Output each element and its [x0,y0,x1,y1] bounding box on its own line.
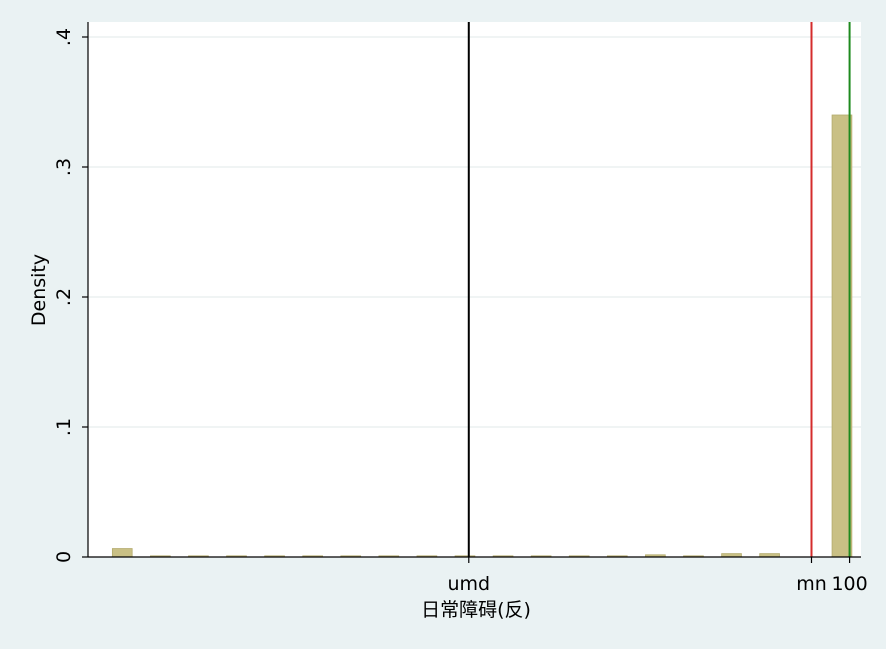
x-tick-label-0: umd [447,573,490,595]
x-tick-label-1: mn [796,573,827,595]
x-axis-title: 日常障碍(反) [421,599,531,621]
plot-area [88,22,861,557]
y-tick-label-1: .1 [53,418,75,436]
y-tick-label-0: 0 [53,551,75,563]
x-tick-label-2: 100 [831,573,867,595]
histogram-bar-0 [111,548,133,558]
y-tick-label-3: .3 [53,158,75,176]
y-tick-label-4: .4 [53,28,75,46]
y-axis-title: Density [28,254,50,326]
y-tick-label-2: .2 [53,288,75,306]
